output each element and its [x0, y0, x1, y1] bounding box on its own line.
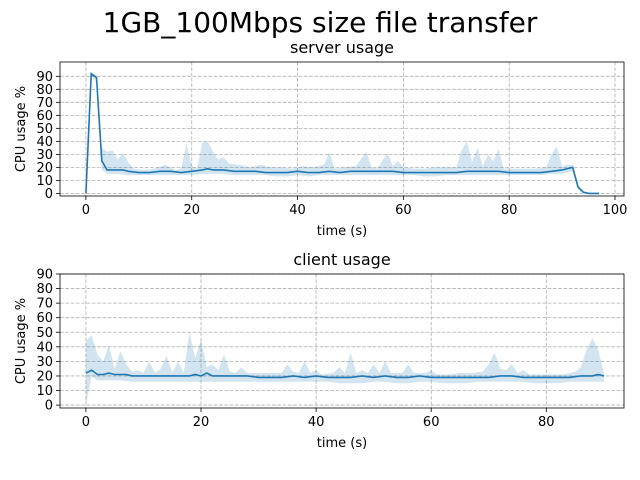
client-y-axis-label: CPU usage % [14, 298, 29, 384]
server-usage-mean-line [85, 72, 600, 195]
server-x-tick-label: 20 [183, 203, 200, 218]
server-axes-frame [59, 61, 625, 197]
client-y-tick-label: 50 [36, 326, 53, 341]
client-y-tick-label: 10 [36, 384, 53, 399]
client-y-tick-label: 60 [36, 311, 53, 326]
server-y-tick-label: 10 [36, 174, 53, 189]
client-chart-title: client usage [293, 250, 390, 269]
server-y-tick-label: 40 [36, 135, 53, 150]
client-axes-frame [59, 273, 625, 409]
client-y-tick-label: 30 [36, 355, 53, 370]
server-x-tick-label: 0 [82, 203, 90, 218]
client-x-tick-label: 80 [538, 415, 555, 430]
server-x-tick-label: 100 [603, 203, 628, 218]
server-usage-range-band [85, 72, 600, 194]
client-x-tick-label: 0 [82, 415, 90, 430]
client-usage-mean-line [85, 369, 605, 379]
client-usage-range-band [85, 332, 604, 406]
server-y-tick-label: 20 [36, 161, 53, 176]
client-y-tick-label: 80 [36, 282, 53, 297]
client-x-tick-label: 60 [423, 415, 440, 430]
client-x-axis-label: time (s) [317, 436, 367, 451]
figure-title: 1GB_100Mbps size file transfer [103, 6, 538, 39]
client-y-tick-label: 20 [36, 369, 53, 384]
server-y-tick-label: 60 [36, 109, 53, 124]
server-y-tick-label: 30 [36, 148, 53, 163]
server-x-tick-label: 60 [395, 203, 412, 218]
client-x-tick-label: 20 [193, 415, 210, 430]
client-y-tick-label: 0 [45, 399, 53, 414]
client-y-tick-label: 40 [36, 340, 53, 355]
server-y-tick-label: 0 [45, 187, 53, 202]
server-y-axis-label: CPU usage % [14, 86, 29, 172]
server-chart-title: server usage [290, 38, 394, 57]
server-y-tick-label: 90 [36, 70, 53, 85]
server-y-tick-label: 70 [36, 96, 53, 111]
client-y-tick-label: 70 [36, 297, 53, 312]
server-x-axis-label: time (s) [317, 224, 367, 239]
server-y-tick-label: 80 [36, 83, 53, 98]
client-x-tick-label: 40 [308, 415, 325, 430]
client-y-tick-label: 90 [36, 268, 53, 283]
server-y-tick-label: 50 [36, 122, 53, 137]
server-x-tick-label: 40 [289, 203, 306, 218]
server-x-tick-label: 80 [501, 203, 518, 218]
